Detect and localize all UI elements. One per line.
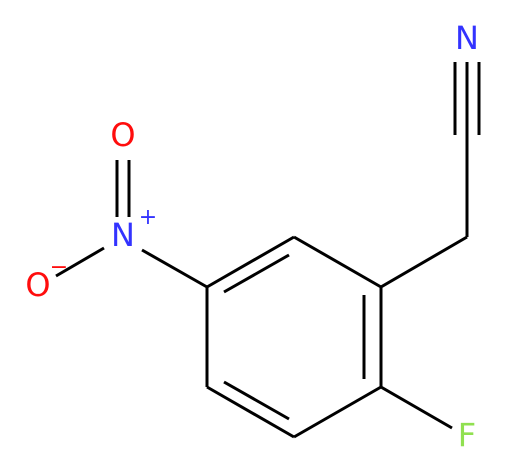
atom-label: O	[110, 116, 135, 154]
charge-label: +	[139, 205, 157, 230]
atom-label: F	[458, 416, 476, 454]
atom-label: N	[455, 19, 479, 57]
bonds	[55, 62, 481, 439]
atom-label: O	[25, 266, 50, 304]
atom-label: N	[111, 216, 135, 254]
charge-label: −	[50, 255, 68, 280]
